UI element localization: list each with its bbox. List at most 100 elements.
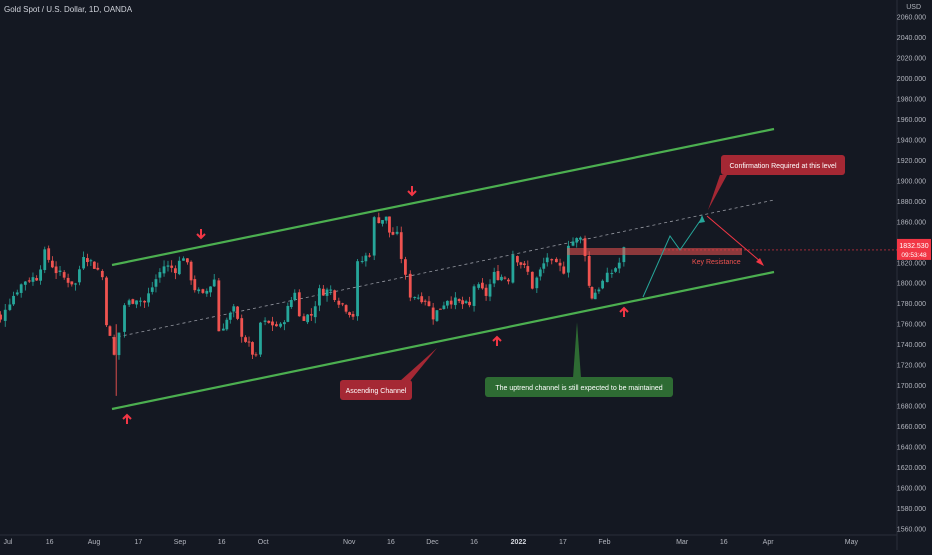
candle-body <box>47 248 51 260</box>
candle-body <box>189 261 193 281</box>
candle-body <box>381 220 384 224</box>
candle-body <box>201 289 205 293</box>
candle-body <box>562 266 566 274</box>
candle-body <box>325 289 329 296</box>
candle-body <box>614 268 617 272</box>
swing-low-arrow-head <box>492 335 502 342</box>
candle-body <box>420 296 424 303</box>
candle-body <box>8 304 12 310</box>
candle-body <box>427 301 431 307</box>
candle-body <box>364 255 368 262</box>
candle-body <box>58 270 62 272</box>
candle-body <box>484 287 488 296</box>
y-tick-label: 1780.000 <box>897 301 926 308</box>
candle-body <box>74 283 77 285</box>
y-tick-label: 1600.000 <box>897 486 926 493</box>
x-tick-label: 16 <box>218 539 226 546</box>
candle-body <box>348 312 351 315</box>
x-tick-label: Dec <box>426 539 439 546</box>
rejection-path <box>706 215 762 263</box>
candle-body <box>86 258 89 263</box>
candle-body <box>108 326 112 336</box>
candle-body <box>259 322 262 355</box>
y-tick-label: 1980.000 <box>897 96 926 103</box>
channel-mid-line <box>111 199 775 339</box>
key-resistance-zone <box>567 248 742 255</box>
rejection-arrowhead <box>756 258 764 266</box>
candle-body <box>66 277 70 283</box>
candle-body <box>35 278 39 281</box>
candle-body <box>221 328 225 331</box>
candle-body <box>416 297 420 299</box>
candle-body <box>360 261 364 263</box>
swing-high-arrow-head <box>407 190 417 197</box>
candle-body <box>170 265 174 268</box>
x-tick-label: Apr <box>763 539 775 546</box>
candle-body <box>78 269 81 283</box>
candle-body <box>610 273 614 275</box>
candle-body <box>461 300 465 305</box>
candle-body <box>496 271 500 281</box>
candle-body <box>39 269 42 281</box>
candle-body <box>92 261 96 269</box>
candle-body <box>302 316 306 321</box>
candle-body <box>3 309 7 321</box>
confirmation-callout <box>721 155 845 175</box>
candle-body <box>232 306 236 312</box>
y-tick-label: 1720.000 <box>897 363 926 370</box>
candle-body <box>23 281 27 285</box>
candle-body <box>435 310 439 321</box>
x-tick-label: May <box>845 539 859 546</box>
x-tick-label: 17 <box>134 539 142 546</box>
candle-body <box>468 301 471 306</box>
candle-body <box>139 300 142 302</box>
candle-body <box>542 263 546 269</box>
candle-body <box>617 262 621 269</box>
candle-body <box>593 292 597 300</box>
candle-body <box>70 281 74 285</box>
candle-body <box>182 258 185 261</box>
candle-body <box>247 341 251 343</box>
candle-body <box>123 305 126 332</box>
candle-body <box>173 268 177 274</box>
x-tick-label: Jul <box>4 539 13 546</box>
candle-body <box>286 305 290 322</box>
candle-body <box>306 314 310 323</box>
candle-body <box>31 277 35 282</box>
candle-body <box>590 286 594 299</box>
candle-body <box>275 324 278 327</box>
y-tick-label: 1880.000 <box>897 199 926 206</box>
y-tick-label: 1760.000 <box>897 322 926 329</box>
candle-body <box>408 273 412 298</box>
y-tick-label: 2040.000 <box>897 35 926 42</box>
candle-body <box>472 286 476 306</box>
candle-body <box>457 299 461 302</box>
key-resistance-label: Key Resistance <box>692 259 741 266</box>
candle-body <box>404 259 407 275</box>
candle-body <box>550 259 554 261</box>
candle-body <box>12 295 15 305</box>
candle-body <box>500 276 503 281</box>
candle-body <box>96 267 100 270</box>
candle-body <box>445 300 449 306</box>
candle-body <box>526 266 530 272</box>
candle-body <box>43 249 47 271</box>
candle-body <box>566 245 570 273</box>
symbol-title: Gold Spot / U.S. Dollar, 1D, OANDA <box>4 5 133 14</box>
candle-body <box>89 260 93 262</box>
swing-high-arrow-head <box>196 233 206 240</box>
candle-body <box>143 300 147 303</box>
uptrend-callout-text: The uptrend channel is still expected to… <box>495 385 662 392</box>
candle-body <box>388 216 391 233</box>
uptrend-callout <box>485 377 673 397</box>
candle-body <box>488 284 492 297</box>
candle-body <box>423 300 427 302</box>
candle-body <box>516 256 519 263</box>
candle-body <box>105 277 108 326</box>
candle-body <box>442 305 446 309</box>
candle-body <box>538 269 542 277</box>
candle-body <box>162 266 166 274</box>
y-tick-label: 1660.000 <box>897 424 926 431</box>
